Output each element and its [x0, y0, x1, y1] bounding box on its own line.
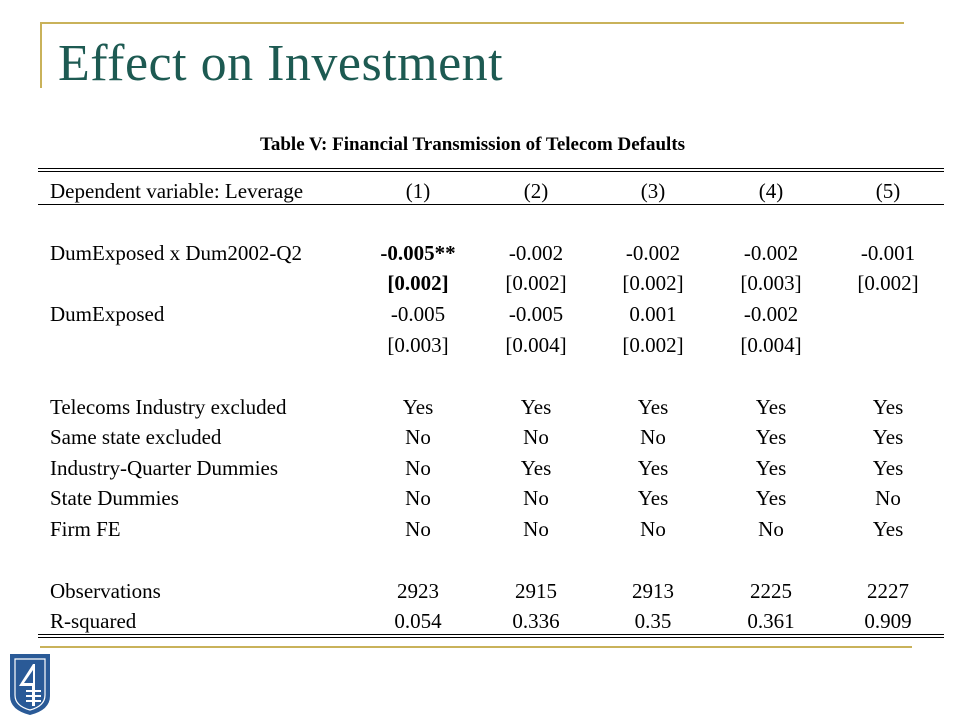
table-header-row: Dependent variable: Leverage (1) (2) (3)…	[0, 176, 960, 206]
table-row: [0.002] [0.002] [0.002] [0.003] [0.002]	[0, 268, 960, 298]
table-row: Observations 2923 2915 2913 2225 2227	[0, 576, 960, 606]
header-label: Dependent variable: Leverage	[50, 179, 304, 203]
header-col: (1)	[405, 179, 431, 203]
table-cell: [0.002]	[505, 271, 567, 295]
table-cell: -0.005**	[380, 241, 456, 265]
table-cell: No	[640, 517, 666, 541]
table-row: R-squared 0.054 0.336 0.35 0.361 0.909	[0, 606, 960, 636]
table-cell: -0.002	[743, 302, 799, 326]
slide-title: Effect on Investment	[58, 35, 504, 92]
table-cell: Yes	[755, 395, 787, 419]
table-cell: 0.35	[634, 609, 672, 633]
bottom-rule	[40, 646, 912, 648]
table-cell: No	[875, 486, 901, 510]
table-cell	[833, 299, 943, 329]
table-row: DumExposed -0.005 -0.005 0.001 -0.002	[0, 299, 960, 329]
table-cell: No	[523, 425, 549, 449]
table-row: Same state excluded No No No Yes Yes	[0, 422, 960, 452]
table-top-rule	[38, 168, 944, 169]
table-cell: 0.001	[629, 302, 677, 326]
table-cell: Yes	[520, 395, 552, 419]
table-cell: No	[523, 517, 549, 541]
table-cell: 2923	[397, 579, 439, 603]
table-row: Firm FE No No No No Yes	[0, 514, 960, 544]
table-cell: -0.001	[860, 241, 916, 265]
table-row: Telecoms Industry excluded Yes Yes Yes Y…	[0, 392, 960, 422]
table-cell: Yes	[872, 456, 904, 480]
institution-logo-icon	[10, 654, 50, 715]
table-top-rule-2	[38, 171, 944, 172]
table-cell: 0.909	[864, 609, 912, 633]
table-cell: [0.003]	[387, 333, 449, 357]
table-cell: No	[405, 517, 431, 541]
row-label: Telecoms Industry excluded	[50, 395, 287, 419]
table-cell: Yes	[755, 486, 787, 510]
header-col: (2)	[523, 179, 549, 203]
row-label: State Dummies	[50, 486, 179, 510]
table-cell: [0.002]	[622, 333, 684, 357]
table-cell: 2225	[750, 579, 792, 603]
table-cell: Yes	[637, 486, 669, 510]
header-rule	[38, 204, 944, 205]
table-cell: 0.054	[394, 609, 442, 633]
table-cell: Yes	[637, 456, 669, 480]
table-cell: [0.002]	[622, 271, 684, 295]
table-cell: 2915	[515, 579, 557, 603]
top-rule	[40, 22, 904, 24]
table-cell: [0.002]	[857, 271, 919, 295]
row-label: Same state excluded	[50, 425, 222, 449]
row-label: DumExposed	[50, 302, 165, 326]
table-cell: 0.336	[512, 609, 560, 633]
header-col: (5)	[875, 179, 901, 203]
header-col: (4)	[758, 179, 784, 203]
table-cell: Yes	[637, 395, 669, 419]
table-cell: 0.361	[747, 609, 795, 633]
table-cell: 2913	[632, 579, 674, 603]
table-cell: Yes	[872, 395, 904, 419]
table-cell: No	[405, 425, 431, 449]
table-cell: [0.002]	[387, 271, 449, 295]
table-cell: Yes	[755, 425, 787, 449]
table-bottom-rule-2	[38, 637, 944, 638]
table-cell: Yes	[872, 425, 904, 449]
table-cell: No	[640, 425, 666, 449]
row-label: R-squared	[50, 609, 137, 633]
row-label: Industry-Quarter Dummies	[50, 456, 279, 480]
table-cell: Yes	[402, 395, 434, 419]
table-cell: [0.004]	[740, 333, 802, 357]
table-row: DumExposed x Dum2002-Q2 -0.005** -0.002 …	[0, 238, 960, 268]
table-cell: -0.002	[625, 241, 681, 265]
table-cell: Yes	[755, 456, 787, 480]
table-cell: [0.003]	[740, 271, 802, 295]
table-cell: No	[405, 486, 431, 510]
table-cell	[833, 330, 943, 360]
table-cell: No	[758, 517, 784, 541]
table-cell: 2227	[867, 579, 909, 603]
table-row: Industry-Quarter Dummies No Yes Yes Yes …	[0, 453, 960, 483]
table-cell: [0.004]	[505, 333, 567, 357]
row-label: Firm FE	[50, 517, 121, 541]
table-cell: -0.005	[508, 302, 564, 326]
row-label: DumExposed x Dum2002-Q2	[50, 241, 302, 265]
table-cell: -0.005	[390, 302, 446, 326]
table-cell: No	[523, 486, 549, 510]
left-rule	[40, 22, 42, 88]
table-caption: Table V: Financial Transmission of Telec…	[259, 134, 686, 155]
row-label: Observations	[50, 579, 161, 603]
table-row: [0.003] [0.004] [0.002] [0.004]	[0, 330, 960, 360]
table-row: State Dummies No No Yes Yes No	[0, 483, 960, 513]
table-cell: Yes	[872, 517, 904, 541]
table-cell: -0.002	[743, 241, 799, 265]
table-cell: No	[405, 456, 431, 480]
table-cell: -0.002	[508, 241, 564, 265]
table-cell: Yes	[520, 456, 552, 480]
header-col: (3)	[640, 179, 666, 203]
table-bottom-rule	[38, 634, 944, 635]
